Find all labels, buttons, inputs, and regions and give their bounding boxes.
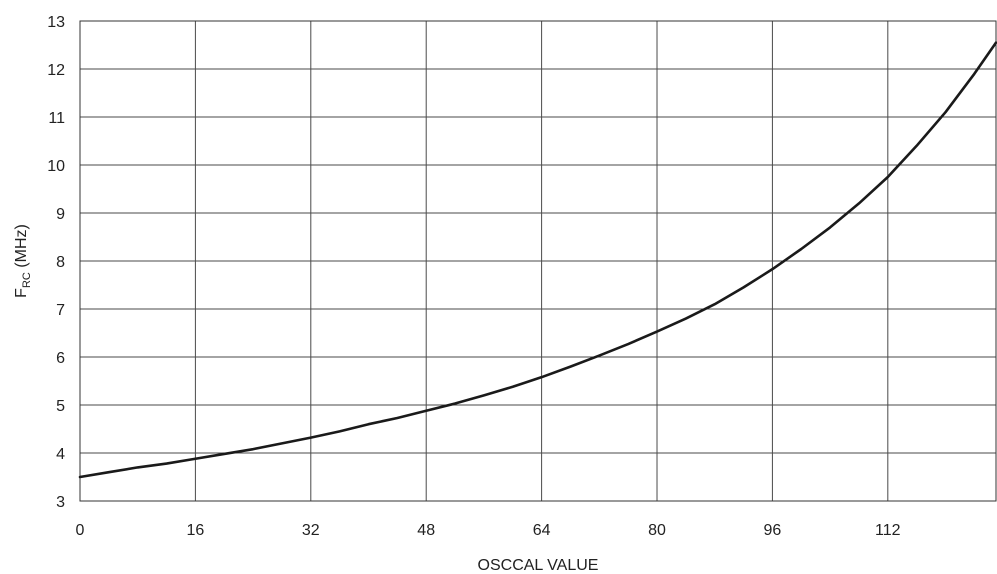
y-tick-label: 5 bbox=[56, 398, 65, 415]
x-tick-label: 32 bbox=[302, 522, 320, 539]
y-tick-label: 12 bbox=[47, 62, 65, 79]
x-axis-label: OSCCAL VALUE bbox=[478, 557, 599, 574]
x-tick-label: 64 bbox=[533, 522, 551, 539]
x-axis-ticks: 0 16 32 48 64 80 96 112 bbox=[76, 522, 901, 539]
y-tick-label: 13 bbox=[47, 14, 65, 31]
y-tick-label: 6 bbox=[56, 350, 65, 367]
y-axis-ticks: 3 4 5 6 7 8 9 10 11 12 13 bbox=[47, 14, 65, 511]
y-axis-label-subscript: RC bbox=[21, 272, 33, 288]
y-tick-label: 9 bbox=[56, 206, 65, 223]
grid bbox=[79, 20, 996, 502]
y-tick-label: 11 bbox=[48, 110, 65, 127]
y-axis-label-unit: (MHz) bbox=[13, 224, 30, 272]
y-tick-label: 7 bbox=[56, 302, 65, 319]
x-tick-label: 112 bbox=[875, 522, 901, 539]
series-line bbox=[78, 41, 997, 479]
y-tick-label: 4 bbox=[56, 446, 65, 463]
y-tick-label: 8 bbox=[56, 254, 65, 271]
x-tick-label: 80 bbox=[648, 522, 666, 539]
y-tick-label: 3 bbox=[56, 494, 65, 511]
x-tick-label: 96 bbox=[764, 522, 782, 539]
y-axis-label-main: F bbox=[13, 288, 30, 298]
x-tick-label: 48 bbox=[417, 522, 435, 539]
x-tick-label: 0 bbox=[76, 522, 85, 539]
x-tick-label: 16 bbox=[187, 522, 205, 539]
y-axis-label: FRC (MHz) bbox=[13, 224, 33, 298]
y-tick-label: 10 bbox=[47, 158, 65, 175]
plot-frame bbox=[79, 20, 997, 502]
